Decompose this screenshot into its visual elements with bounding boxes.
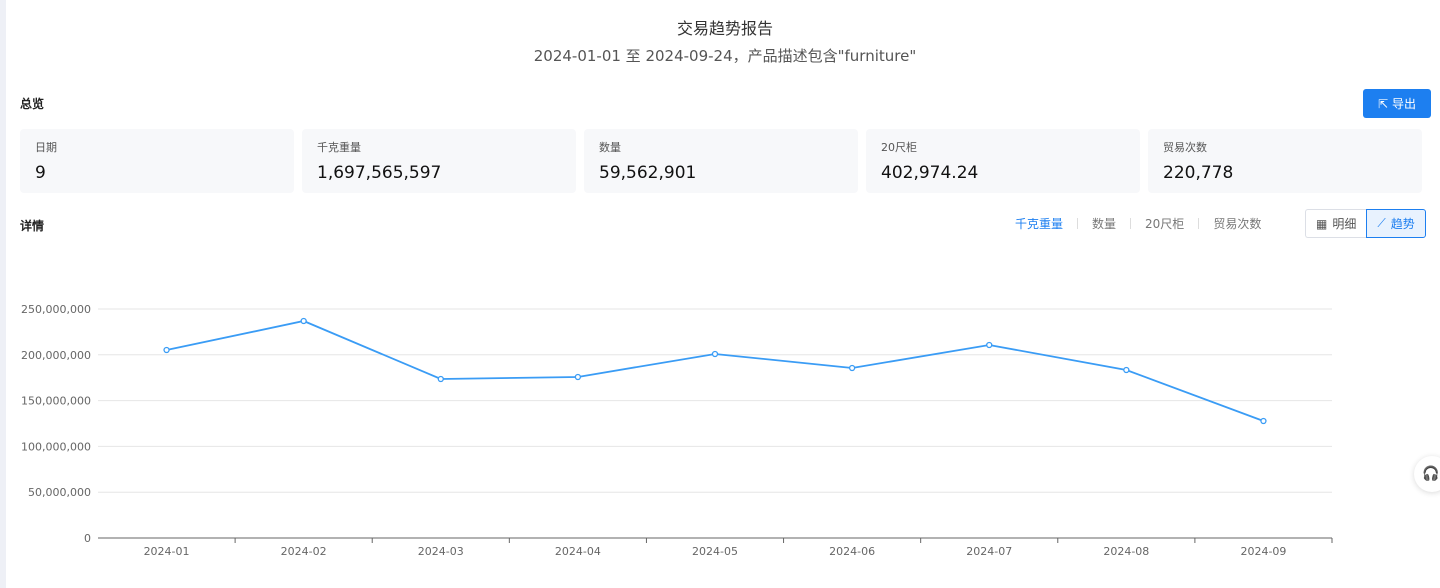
table-icon: ▦ [1316,216,1328,231]
x-tick-label: 2024-02 [281,545,327,558]
trend-label: 趋势 [1390,217,1415,231]
card-label: 贸易次数 [1163,141,1207,154]
card-label: 千克重量 [317,141,361,154]
data-point [1260,417,1267,425]
y-tick-label: 50,000,000 [28,486,91,499]
trend-chart: 0 50,000,000 100,000,000 150,000,000 200,000… [21,303,1333,558]
divider [1198,218,1200,229]
card-label: 日期 [35,141,57,154]
data-point [300,317,307,325]
detail-label: 明细 [1332,217,1357,231]
data-point [574,373,582,381]
divider [1130,218,1132,229]
export-button[interactable]: ⇱ 导出 [1363,89,1431,118]
x-tick-label: 2024-04 [555,545,601,558]
data-point [711,350,719,358]
tab-quantity[interactable]: 数量 [1092,217,1117,231]
trend-view-button[interactable]: ⟋ 趋势 [1366,209,1426,238]
card-value: 402,974.24 [881,163,979,183]
card-label: 20尺柜 [881,141,917,154]
data-point [163,346,170,354]
card-date: 日期 9 [20,129,294,193]
y-tick-label: 150,000,000 [21,395,91,408]
metric-tabs: 千克重量 数量 20尺柜 贸易次数 [1015,215,1261,232]
details-heading: 详情 [20,219,45,233]
data-point [986,341,993,349]
y-tick-label: 250,000,000 [21,303,91,316]
x-tick-label: 2024-08 [1103,545,1149,558]
tab-weight[interactable]: 千克重量 [1015,217,1064,231]
view-toggle: ▦ 明细 ⟋ 趋势 [1305,209,1426,238]
card-value: 220,778 [1163,163,1234,183]
detail-view-button[interactable]: ▦ 明细 [1305,209,1367,238]
x-tick-label: 2024-09 [1240,545,1286,558]
data-point [848,364,856,372]
card-weight: 千克重量 1,697,565,597 [302,129,576,193]
card-teu: 20尺柜 402,974.24 [866,129,1140,193]
card-quantity: 数量 59,562,901 [584,129,858,193]
x-tick-label: 2024-06 [829,545,875,558]
overview-heading: 总览 [20,97,45,111]
y-tick-label: 200,000,000 [21,349,91,362]
x-tick-label: 2024-07 [966,545,1012,558]
tab-teu[interactable]: 20尺柜 [1145,217,1185,231]
series-line [166,320,1264,422]
data-point [437,375,444,383]
y-tick-label: 0 [84,532,91,545]
tab-trades[interactable]: 贸易次数 [1213,217,1262,231]
x-tick-label: 2024-03 [418,545,464,558]
x-tick-label: 2024-05 [692,545,738,558]
line-chart-icon: ⟋ [1377,216,1386,230]
page-subtitle: 2024-01-01 至 2024-09-24，产品描述包含"furniture… [533,47,917,65]
summary-cards: 日期 9 千克重量 1,697,565,597 数量 59,562,901 20尺柜 4… [20,129,1422,193]
card-value: 1,697,565,597 [317,163,442,183]
left-edge [0,0,6,588]
card-value: 9 [35,163,46,183]
support-headset-button[interactable]: 🎧 [1414,456,1440,492]
export-label: 导出 [1392,97,1417,111]
y-tick-label: 100,000,000 [21,440,91,453]
card-trades: 贸易次数 220,778 [1148,129,1422,193]
divider [1077,218,1079,229]
card-label: 数量 [599,141,621,154]
headset-icon: 🎧 [1422,466,1440,482]
x-tick-label: 2024-01 [144,545,190,558]
page-title: 交易趋势报告 [676,19,773,38]
card-value: 59,562,901 [599,163,697,183]
data-point [1123,366,1130,374]
external-link-icon: ⇱ [1377,96,1389,111]
